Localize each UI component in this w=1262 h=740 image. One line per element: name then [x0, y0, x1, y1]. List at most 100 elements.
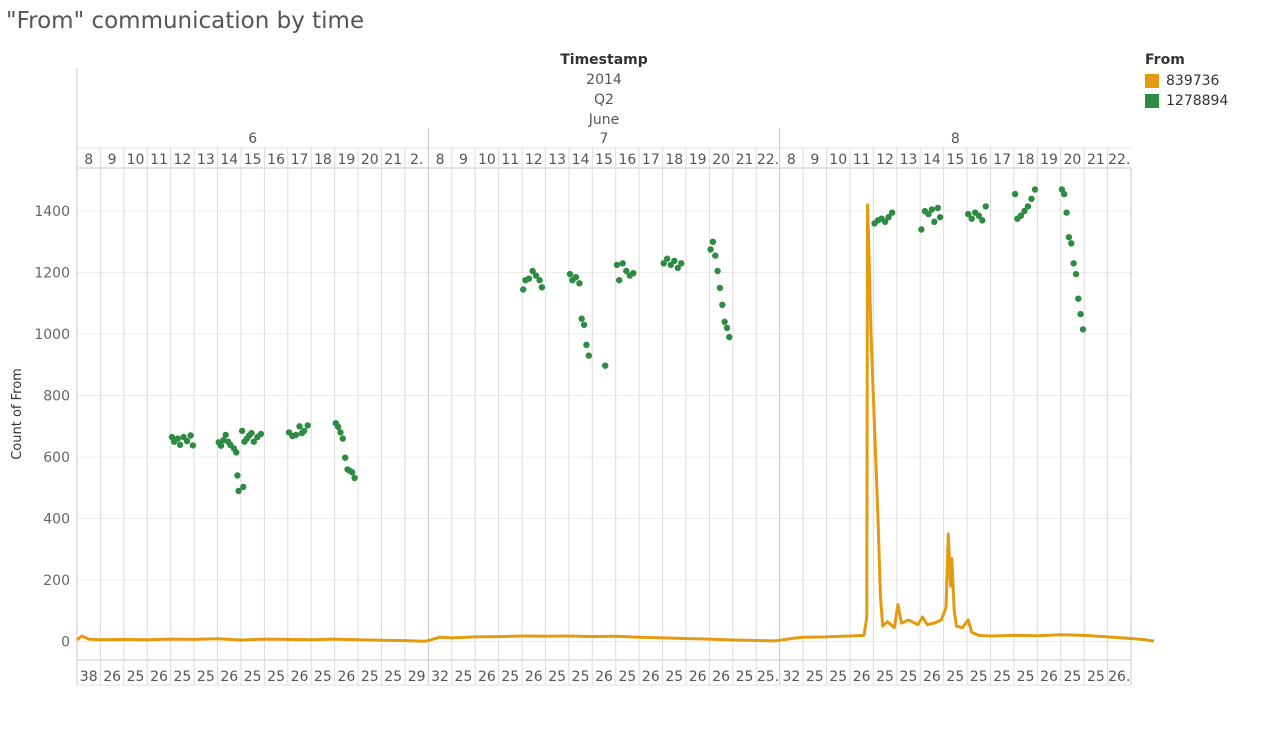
data-point-1278894: [1077, 310, 1084, 318]
header-month-label: June: [588, 112, 620, 128]
data-point-1278894: [674, 264, 681, 272]
header-hour-label: 16: [267, 152, 285, 168]
data-point-1278894: [602, 362, 609, 369]
legend-item-1278894[interactable]: 1278894: [1145, 91, 1228, 111]
bottom-header-label: 25: [829, 669, 847, 685]
data-point-1278894: [623, 267, 630, 275]
data-point-1278894: [1028, 195, 1035, 202]
data-point-1278894: [885, 214, 892, 221]
data-point-1278894: [982, 203, 989, 210]
data-point-1278894: [235, 487, 242, 495]
data-point-1278894: [723, 324, 731, 332]
bottom-header-label: 25.: [757, 669, 779, 685]
data-point-1278894: [538, 284, 546, 291]
data-point-1278894: [536, 277, 543, 284]
chart-title: "From" communication by time: [6, 8, 365, 34]
bottom-header-label: 26: [478, 669, 496, 685]
bottom-header-label: 25: [806, 669, 824, 685]
data-point-1278894: [1070, 260, 1077, 267]
data-point-1278894: [888, 209, 896, 216]
data-point-1278894: [342, 454, 349, 461]
data-point-1278894: [217, 442, 225, 449]
data-point-1278894: [726, 333, 733, 341]
data-point-1278894: [1011, 190, 1019, 198]
header-hour-label: 10: [478, 152, 496, 168]
header-hour-label: 16: [619, 152, 637, 168]
bottom-header-label: 25: [736, 669, 754, 685]
header-hour-label: 18: [1017, 152, 1035, 168]
data-point-1278894: [566, 270, 574, 278]
bottom-header-label: 25: [267, 669, 285, 685]
bottom-header-label: 26.: [1108, 669, 1130, 685]
data-point-1278894: [576, 280, 583, 287]
legend-item-839736[interactable]: 839736: [1145, 71, 1228, 91]
header-hour-label: 10: [127, 152, 145, 168]
bottom-header-label: 25: [1087, 669, 1105, 685]
data-point-1278894: [578, 315, 585, 322]
data-point-1278894: [529, 267, 536, 275]
bottom-header-label: 32: [782, 669, 800, 685]
bottom-header-label: 26: [642, 669, 660, 685]
bottom-header-label: 25: [314, 669, 332, 685]
bottom-header-label: 25: [665, 669, 683, 685]
bottom-header-label: 26: [689, 669, 707, 685]
bottom-header-label: 25: [384, 669, 402, 685]
header-hour-label: 21: [736, 152, 754, 168]
data-point-1278894: [296, 423, 303, 430]
bottom-header-label: 25: [1017, 669, 1035, 685]
y-tick-label: 1400: [34, 204, 70, 220]
grid-layer: [76, 68, 1132, 686]
header-hour-label: 19: [1040, 152, 1058, 168]
data-point-1278894: [176, 441, 184, 448]
header-hour-label: 20: [712, 152, 730, 168]
bottom-header-label: 25: [501, 669, 519, 685]
data-point-1278894: [233, 449, 240, 456]
header-hour-label: 13: [548, 152, 566, 168]
data-point-1278894: [716, 284, 724, 292]
header-hour-label: 12: [173, 152, 191, 168]
data-point-1278894: [934, 204, 941, 212]
data-point-1278894: [335, 423, 342, 431]
data-point-1278894: [928, 206, 936, 213]
data-point-1278894: [931, 218, 938, 225]
bottom-header-label: 25: [876, 669, 894, 685]
bottom-header-label: 25: [127, 669, 145, 685]
bottom-header-label: 25: [619, 669, 637, 685]
data-point-1278894: [580, 321, 588, 328]
legend-title: From: [1145, 52, 1185, 68]
bottom-header-label: 26: [150, 669, 168, 685]
header-hour-label: 9: [459, 152, 468, 168]
header-hour-label: 18: [314, 152, 332, 168]
bottom-header-label: 29: [408, 669, 426, 685]
data-point-1278894: [1024, 203, 1032, 210]
data-point-1278894: [968, 215, 975, 222]
bottom-header-label: 32: [431, 669, 449, 685]
data-point-1278894: [572, 274, 580, 281]
bottom-header-label: 25: [970, 669, 988, 685]
header-hour-label: 11: [150, 152, 168, 168]
data-point-1278894: [1072, 270, 1080, 278]
data-point-1278894: [1061, 190, 1068, 198]
data-point-1278894: [1063, 209, 1070, 216]
data-point-1278894: [709, 238, 717, 245]
header-hour-label: 20: [361, 152, 379, 168]
data-point-1278894: [1021, 207, 1028, 215]
header-hour-label: 22.: [757, 152, 779, 168]
y-tick-label: 200: [43, 573, 70, 589]
data-point-1278894: [678, 260, 685, 267]
header-hour-label: 21: [384, 152, 402, 168]
bottom-header-label: 26: [595, 669, 613, 685]
data-point-1278894: [238, 427, 246, 435]
header-hour-label: 21: [1087, 152, 1105, 168]
data-point-1278894: [979, 217, 986, 224]
bottom-header-label: 38: [80, 669, 98, 685]
data-point-1278894: [881, 218, 889, 225]
data-point-1278894: [351, 474, 358, 482]
data-point-1278894: [616, 277, 623, 284]
header-hour-label: 12: [876, 152, 894, 168]
data-point-1278894: [304, 422, 311, 429]
data-point-1278894: [183, 437, 191, 445]
series-layer: [76, 186, 1155, 643]
header-day-label: 6: [248, 131, 257, 147]
bottom-header-label: 26: [923, 669, 941, 685]
